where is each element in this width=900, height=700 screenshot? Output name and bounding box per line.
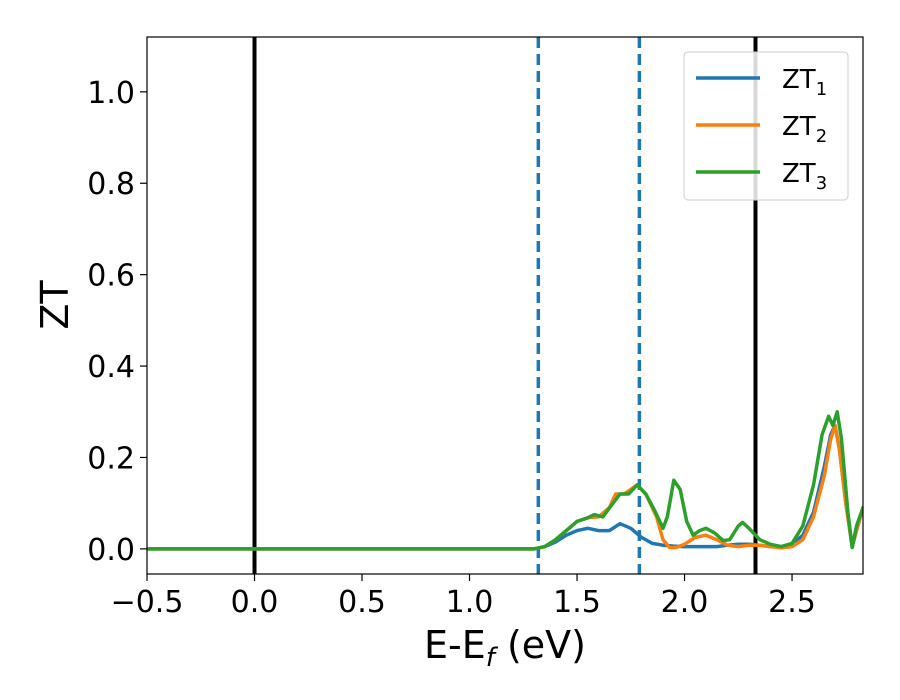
legend-label-zt2: ZT2 [782, 112, 827, 147]
legend-box [683, 51, 849, 201]
x-tick-label: 0.5 [338, 585, 386, 620]
y-axis: 0.0 0.2 0.4 0.6 0.8 1.0 [87, 76, 147, 568]
x-tick-label: 2.0 [661, 585, 709, 620]
y-tick-label: 0.8 [87, 167, 135, 202]
y-tick-label: 0.0 [87, 533, 135, 568]
y-tick-label: 0.4 [87, 350, 135, 385]
y-axis-title: ZT [33, 280, 77, 330]
series-line-zt3 [147, 410, 863, 551]
x-axis-title: E-Ef (eV) [424, 623, 586, 673]
x-tick-label: −0.5 [111, 585, 184, 620]
x-tick-label: 2.5 [768, 585, 816, 620]
plot-frame [146, 36, 864, 575]
y-tick-label: 0.2 [87, 441, 135, 476]
x-tick-label: 1.0 [446, 585, 494, 620]
x-tick-label: 0.0 [231, 585, 279, 620]
legend-label-zt1: ZT1 [782, 65, 827, 100]
x-tick-label: 1.5 [553, 585, 601, 620]
y-tick-label: 1.0 [87, 76, 135, 111]
x-axis: −0.5 0.0 0.5 1.0 1.5 2.0 2.5 [111, 574, 816, 620]
y-tick-label: 0.6 [87, 259, 135, 294]
legend: ZT1 ZT2 ZT3 [683, 51, 849, 201]
legend-label-zt3: ZT3 [782, 159, 827, 194]
series-group [147, 410, 863, 551]
